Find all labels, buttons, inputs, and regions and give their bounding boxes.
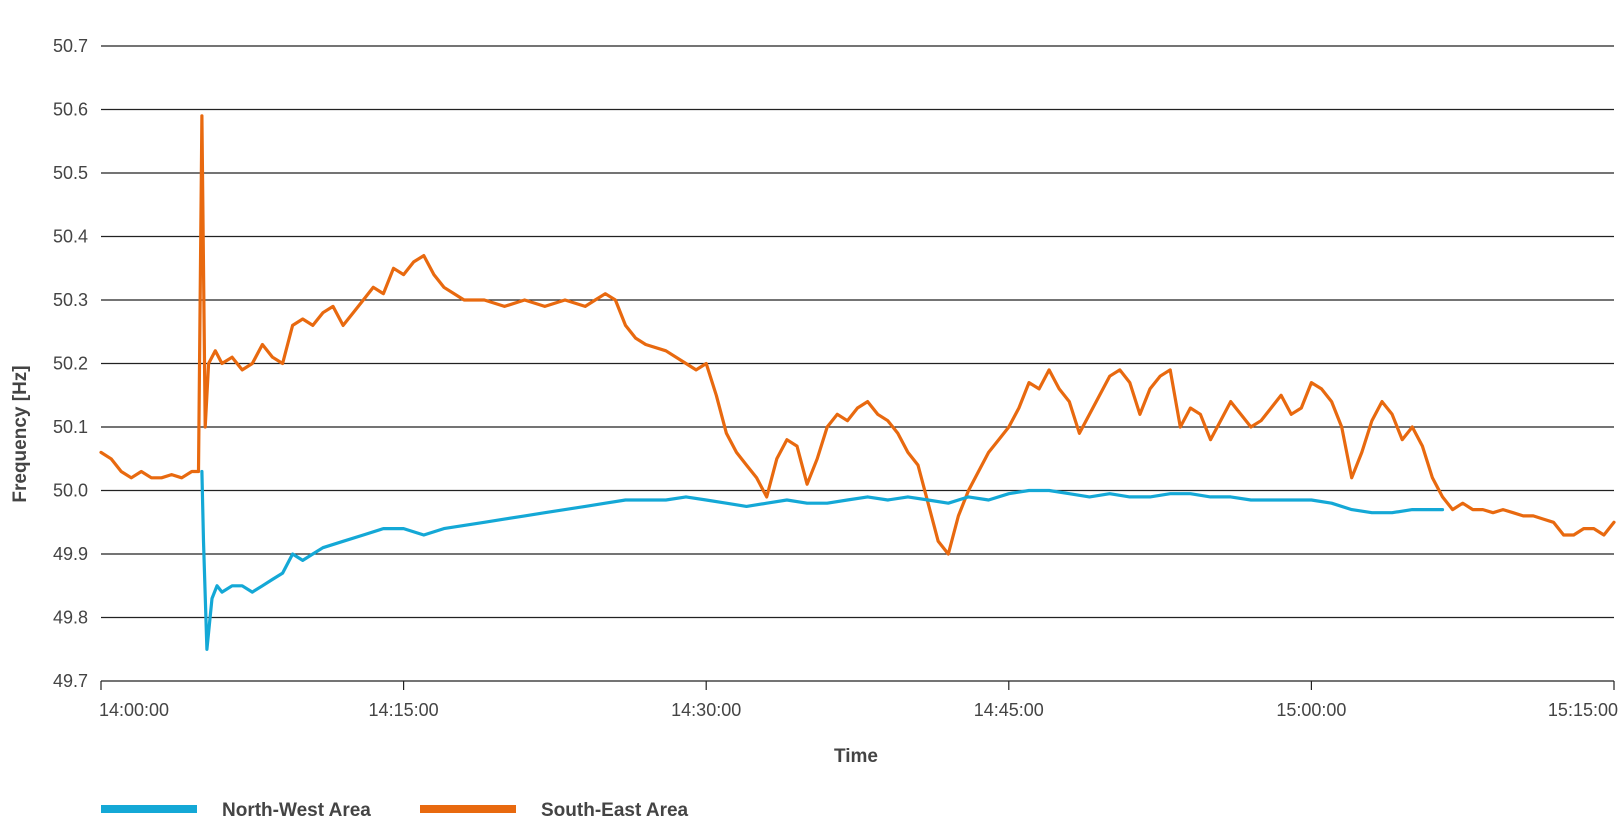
y-tick-label: 50.7	[53, 36, 88, 56]
y-axis-title: Frequency [Hz]	[10, 365, 31, 502]
legend: North-West Area South-East Area	[101, 800, 689, 821]
y-tick-label: 50.4	[53, 227, 88, 247]
y-tick-label: 50.5	[53, 163, 88, 183]
series-line-1	[99, 114, 1616, 556]
x-tick-label: 15:15:00	[1548, 700, 1618, 720]
series-lines	[99, 114, 1616, 651]
legend-label: South-East Area	[541, 800, 689, 821]
y-axis-tick-labels: 49.7 49.8 49.9 50.0 50.1 50.2 50.3 50.4 50.5 50.6…	[53, 36, 88, 691]
y-tick-label: 50.1	[53, 417, 88, 437]
x-tick-label: 14:00:00	[99, 700, 169, 720]
series-line-0	[200, 469, 1445, 651]
y-tick-label: 50.6	[53, 100, 88, 120]
x-axis-title: Time	[834, 746, 878, 767]
grid-lines	[101, 45, 1614, 619]
y-tick-label: 50.3	[53, 290, 88, 310]
x-tick-label: 14:30:00	[671, 700, 741, 720]
y-tick-label: 50.0	[53, 481, 88, 501]
legend-label: North-West Area	[222, 800, 371, 821]
x-tick-label: 14:45:00	[974, 700, 1044, 720]
y-tick-label: 49.7	[53, 671, 88, 691]
x-tick-label: 14:15:00	[369, 700, 439, 720]
x-tick-label: 15:00:00	[1276, 700, 1346, 720]
x-axis: 14:00:00 14:15:00 14:30:00 14:45:00 15:00:00…	[99, 680, 1618, 720]
y-tick-label: 49.8	[53, 608, 88, 628]
y-tick-label: 50.2	[53, 354, 88, 374]
y-tick-label: 49.9	[53, 544, 88, 564]
